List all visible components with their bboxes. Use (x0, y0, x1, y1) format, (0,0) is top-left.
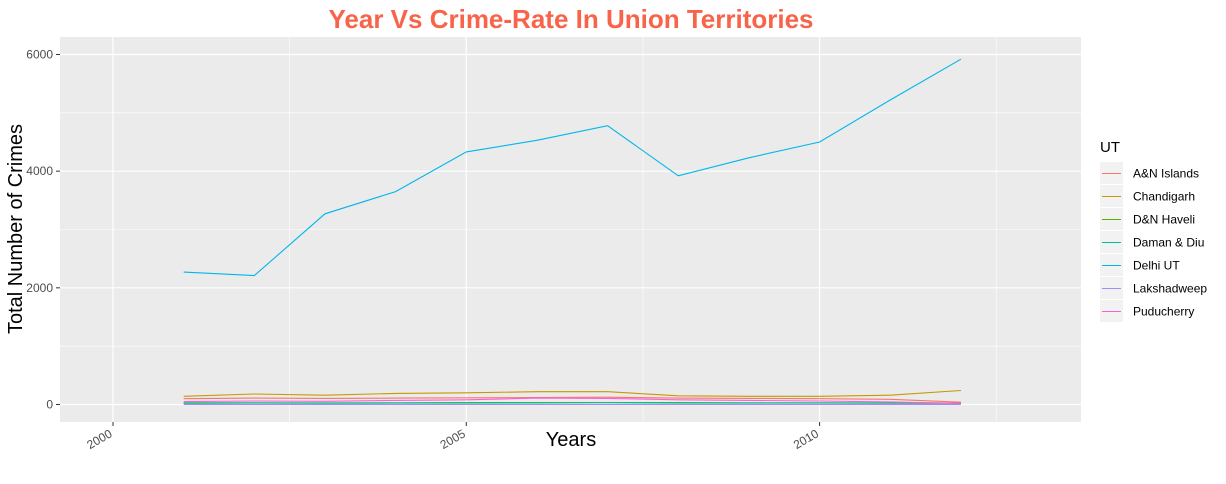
legend-label: Daman & Diu (1133, 236, 1204, 250)
series-line-chandigarh (183, 389, 961, 397)
legend-label: D&N Haveli (1133, 213, 1195, 227)
series-line-puducherry (183, 397, 961, 404)
y-tick-label: 0 (46, 398, 53, 412)
y-tick-label: 4000 (26, 164, 53, 178)
series-line-a-n-islands (183, 396, 961, 403)
y-axis-title: Total Number of Crimes (5, 124, 27, 334)
legend: UT A&N Islands Chandigarh D&N Haveli Daman … (1100, 139, 1207, 322)
series-line-delhi-ut (183, 58, 962, 277)
series-lines (183, 58, 962, 405)
legend-label: Lakshadweep (1133, 282, 1207, 296)
legend-label: A&N Islands (1133, 167, 1199, 181)
legend-title: UT (1100, 139, 1120, 156)
y-tick-label: 2000 (26, 281, 53, 295)
grid-minor (60, 37, 1081, 422)
y-axis: 0 2000 4000 6000 (26, 48, 60, 412)
x-tick-label: 2005 (438, 426, 468, 452)
x-tick-label: 2010 (791, 426, 821, 452)
x-axis: 2000 2005 2010 (84, 422, 821, 452)
x-axis-title: Years (546, 429, 596, 451)
chart-title: Year Vs Crime-Rate In Union Territories (329, 4, 814, 34)
legend-label: Puducherry (1133, 305, 1194, 319)
legend-label: Chandigarh (1133, 190, 1195, 204)
legend-label: Delhi UT (1133, 259, 1180, 273)
y-tick-label: 6000 (26, 48, 53, 62)
x-tick-label: 2000 (84, 426, 114, 452)
series-line-daman-diu (183, 401, 961, 404)
